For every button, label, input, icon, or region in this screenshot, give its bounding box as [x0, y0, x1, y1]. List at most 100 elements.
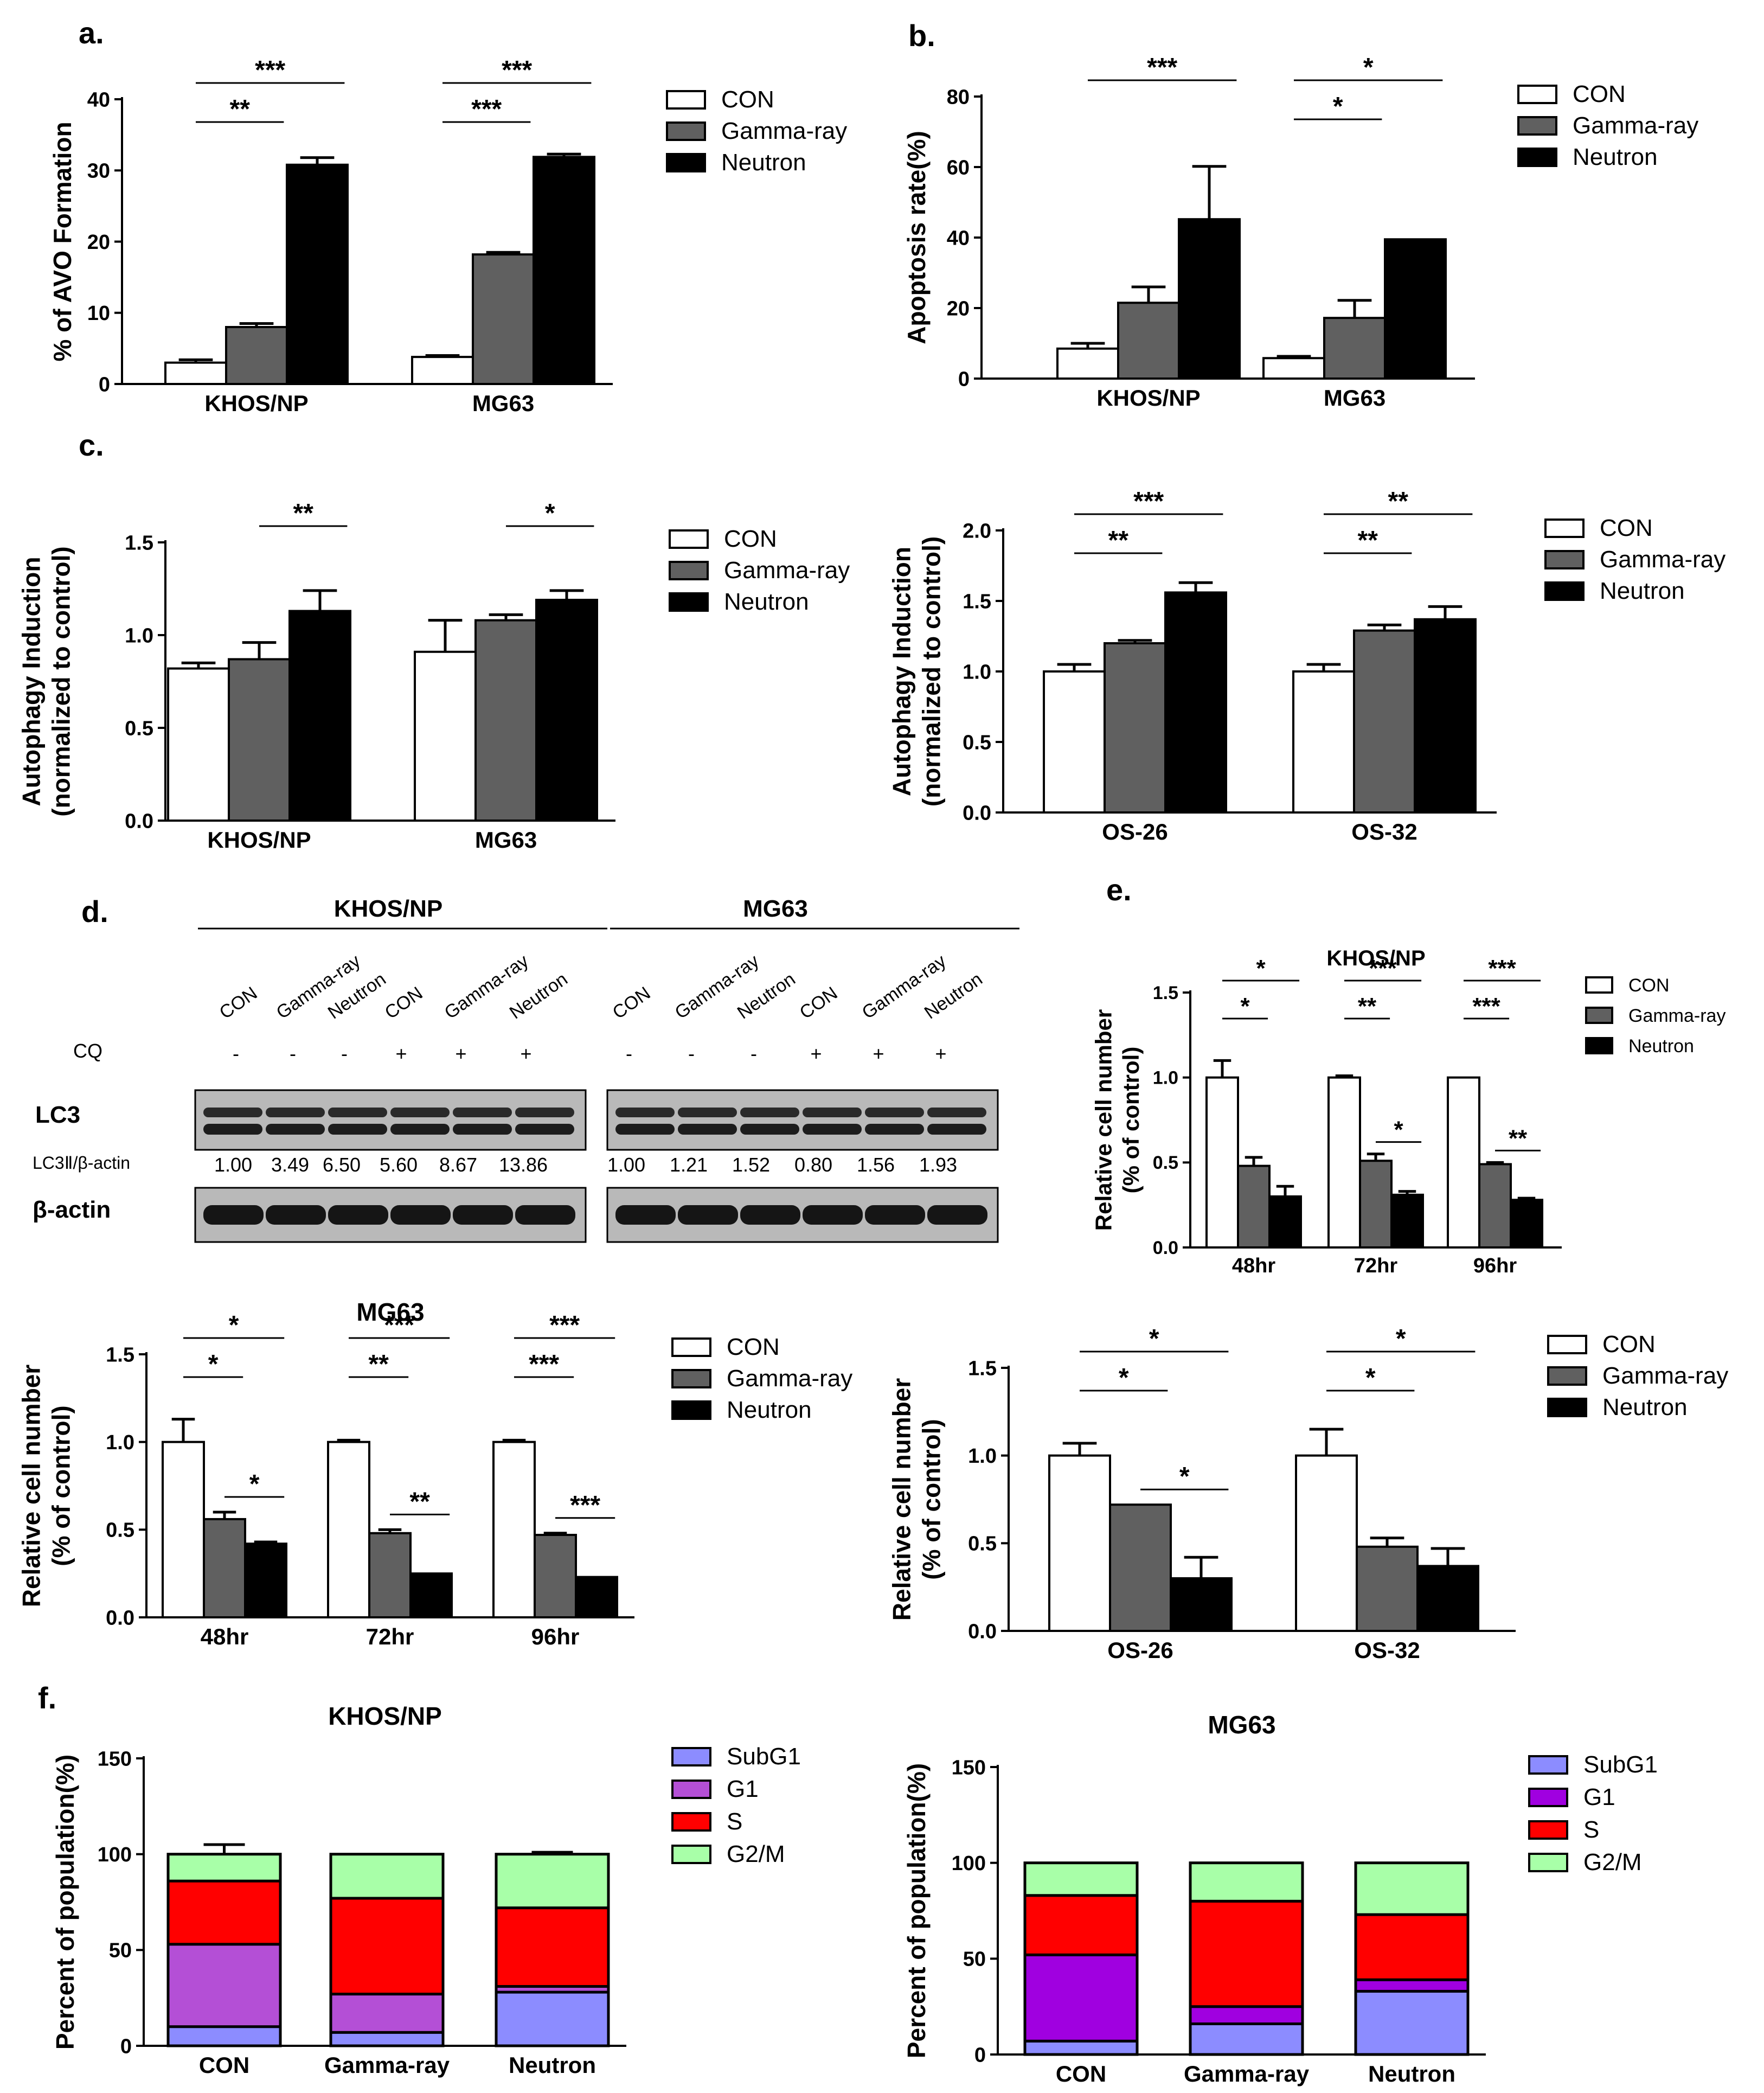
blot-band-lc3-mg63-upper-3	[803, 1108, 862, 1117]
blot-band-actin-khos-5	[515, 1205, 575, 1225]
x-tick-label-f2-con: CON	[1056, 2061, 1106, 2086]
stack-f1-subg1-con	[166, 2025, 282, 2047]
bar-b-neutron-khos-np	[1178, 218, 1241, 380]
bar-c2-con-os-32	[1292, 670, 1355, 814]
y-axis-label-c1: Autophagy Induction	[17, 557, 46, 807]
legend-label-c2-con: CON	[1600, 515, 1653, 541]
blot-band-lc3-mg63-lower-4	[865, 1124, 924, 1135]
y-tick-label-e3-1: 0.5	[968, 1533, 997, 1556]
chart-c2: 0.0 0.5 1.0 1.5 2.0 Autophagy Induction (norma…	[888, 487, 1726, 844]
sig-label-e3-1: *	[1149, 1324, 1159, 1353]
blot-cq-khos-4: +	[455, 1042, 466, 1065]
legend-label-e3-gamma-ray: Gamma-ray	[1602, 1362, 1728, 1389]
blot-band-lc3-khos-upper-0	[203, 1108, 262, 1117]
y-tick-label-b-3: 60	[947, 156, 970, 179]
y-axis-label-f2: Percent of population(%)	[902, 1763, 931, 2058]
legend-label-e2-gamma-ray: Gamma-ray	[727, 1365, 852, 1392]
bar-c1-neutron-mg63	[535, 599, 598, 822]
blot-ratio-khos-2: 6.50	[323, 1154, 361, 1176]
bar-a-gamma-ray-khos-np	[225, 326, 288, 385]
legend-label-f1-g1: G1	[727, 1776, 759, 1802]
blot-ratio-khos-5: 13.86	[499, 1154, 548, 1176]
sig-label-e2-6: ***	[529, 1350, 559, 1379]
sig-label-b-2: *	[1363, 53, 1374, 82]
blot-cq-mg63-5: +	[935, 1042, 946, 1065]
blot-ratio-mg63-3: 0.80	[794, 1154, 832, 1176]
legend-label-b-gamma-ray: Gamma-ray	[1573, 112, 1698, 139]
chart-f1: 0 50 100 150 Percent of population(%) KHOS/NP…	[51, 1702, 801, 2078]
legend-swatch-f2-g1	[1528, 1788, 1568, 1807]
x-tick-label-e1-48hr: 48hr	[1232, 1254, 1275, 1277]
legend-label-c2-gamma-ray: Gamma-ray	[1600, 546, 1725, 573]
legend-swatch-f2-subg1	[1528, 1755, 1568, 1775]
legend-label-f2-g2-m: G2/M	[1583, 1849, 1642, 1876]
stack-f2-g1-con	[1023, 1953, 1139, 2043]
blot-panel-lc3-mg63	[606, 1089, 999, 1151]
legend-label-e1-neutron: Neutron	[1628, 1036, 1694, 1057]
legend-label-f1-g2-m: G2/M	[727, 1841, 785, 1867]
x-tick-label-e2-48hr: 48hr	[201, 1624, 249, 1649]
y-axis-label-f1: Percent of population(%)	[51, 1755, 79, 2050]
blot-band-lc3-mg63-upper-1	[678, 1108, 737, 1117]
sig-label-e1-1: *	[1256, 955, 1266, 982]
blot-ratio-mg63-0: 1.00	[607, 1154, 645, 1176]
blot-cq-mg63-2: -	[750, 1042, 757, 1065]
legend-swatch-e3-gamma-ray	[1547, 1366, 1587, 1386]
legend-label-f2-s: S	[1583, 1816, 1599, 1843]
stack-f1-s-neutron	[495, 1906, 610, 1988]
panel-label-e: e.	[1106, 873, 1132, 907]
y-tick-label-e2-2: 1.0	[106, 1431, 134, 1454]
sig-label-c2-2: **	[1358, 526, 1378, 555]
blot-ratio-label: LC3Ⅱ/β-actin	[33, 1153, 130, 1173]
legend-swatch-f1-subg1	[671, 1747, 711, 1766]
blot-band-actin-mg63-2	[740, 1205, 800, 1225]
blot-band-lc3-mg63-lower-2	[740, 1124, 799, 1135]
legend-swatch-e2-gamma-ray	[671, 1369, 711, 1388]
x-tick-label-e1-72hr: 72hr	[1354, 1254, 1397, 1277]
sig-label-e2-4: ***	[384, 1311, 414, 1340]
y-axis-label-e3: Relative cell number	[888, 1378, 916, 1621]
chart-title-e1: KHOS/NP	[1326, 946, 1425, 970]
chart-c1: 0.0 0.5 1.0 1.5 Autophagy Induction (normaliz…	[17, 499, 850, 853]
blot-group-mg63: MG63	[743, 895, 808, 922]
chart-e2: 0.0 0.5 1.0 1.5 Relative cell number (% of co…	[17, 1298, 853, 1649]
stack-f2-subg1-neutron	[1354, 1989, 1470, 2056]
legend-swatch-c2-neutron	[1544, 581, 1585, 601]
bar-e3-con-os-32	[1295, 1454, 1358, 1633]
legend-swatch-e1-con	[1585, 976, 1613, 994]
bar-e3-gamma-ray-os-32	[1356, 1545, 1419, 1633]
bar-c2-con-os-26	[1043, 670, 1106, 814]
bar-c1-con-mg63	[414, 650, 477, 822]
y-tick-label-b-2: 40	[947, 227, 970, 249]
blot-lc3-label: LC3	[35, 1102, 80, 1128]
sig-label-e1-7: **	[1509, 1125, 1528, 1151]
y-tick-label-c1-1: 0.5	[125, 717, 153, 740]
sig-label-b-0: ***	[1147, 53, 1177, 82]
y-axis-label-c2: Autophagy Induction	[888, 547, 916, 796]
stack-f1-g1-con	[166, 1943, 282, 2028]
blot-band-lc3-khos-lower-1	[266, 1124, 325, 1135]
sig-label-a-1: ***	[255, 56, 285, 85]
y-tick-label-e3-0: 0.0	[968, 1620, 997, 1643]
bar-c1-gamma-ray-khos-np	[228, 658, 291, 822]
sig-label-e3-4: *	[1396, 1324, 1406, 1353]
y-tick-label-a-1: 10	[87, 302, 110, 325]
legend-swatch-e1-neutron	[1585, 1037, 1613, 1054]
sig-label-a-3: ***	[502, 56, 532, 85]
blot-band-lc3-mg63-lower-1	[678, 1124, 737, 1135]
x-tick-label-c1-mg63: MG63	[475, 827, 537, 853]
x-tick-label-e2-72hr: 72hr	[366, 1624, 414, 1649]
panel-label-f: f.	[38, 1681, 56, 1715]
blot-band-lc3-mg63-lower-0	[615, 1124, 675, 1135]
blot-ratio-khos-0: 1.00	[214, 1154, 252, 1176]
y-tick-label-f2-1: 50	[963, 1948, 986, 1971]
y-tick-label-a-2: 20	[87, 231, 110, 254]
stack-f2-s-neutron	[1354, 1913, 1470, 1981]
y-tick-label-c1-3: 1.5	[125, 532, 153, 554]
stack-f2-subg1-con	[1023, 2039, 1139, 2056]
legend-swatch-e3-neutron	[1547, 1398, 1587, 1417]
bar-c2-neutron-os-26	[1164, 591, 1227, 814]
bar-b-gamma-ray-mg63	[1323, 317, 1386, 380]
chart-title-e2: MG63	[356, 1298, 424, 1326]
